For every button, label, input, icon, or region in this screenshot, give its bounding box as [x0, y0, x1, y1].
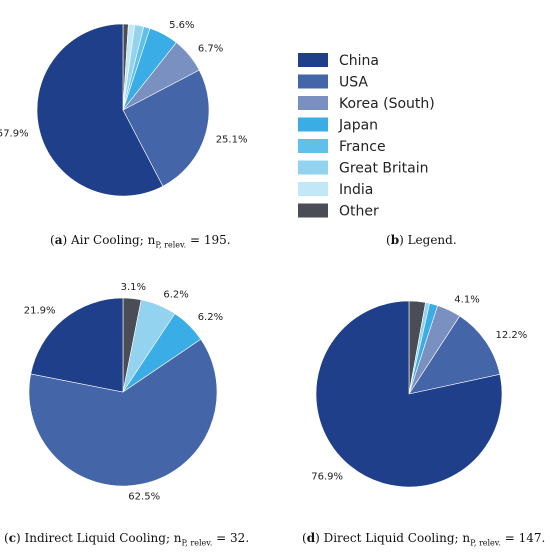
caption-c-text: Indirect Liquid Cooling; n [20, 531, 182, 545]
data-label-usa: 12.2% [496, 330, 528, 341]
caption-c: (c) Indirect Liquid Cooling; nP, relev. … [4, 531, 250, 548]
caption-d-tag: d [306, 531, 316, 545]
caption-a-text: Air Cooling; n [67, 233, 156, 247]
data-label-china: 57.9% [0, 129, 29, 140]
slice-usa [122, 69, 210, 187]
slice-usa [28, 338, 218, 487]
data-label-china: 76.9% [311, 471, 343, 482]
legend-swatch-other [298, 203, 328, 218]
legend-swatch-china [298, 53, 328, 67]
caption-b-text: Legend. [403, 233, 457, 247]
legend-label-other: Other [339, 204, 379, 220]
legend-label-japan: Japan [338, 118, 378, 134]
slice-china [36, 23, 164, 197]
data-label-korea-south: 4.1% [454, 295, 479, 306]
data-label-japan: 6.2% [198, 312, 223, 323]
legend-label-usa: USA [339, 75, 368, 91]
pie-chart-indirect-liquid-cooling: 3.1% 6.2% 6.2% 62.5% 21.9% [24, 282, 223, 503]
caption-a-tag: a [54, 233, 63, 247]
legend-label-korea-south: Korea (South) [339, 96, 435, 112]
slice-china [30, 297, 124, 393]
caption-c-sub: P, relev. [181, 538, 213, 548]
legend-label-france: France [339, 139, 386, 155]
caption-a-tail: = 195. [186, 233, 231, 247]
caption-b-tag: b [390, 233, 400, 247]
caption-b: (b) Legend. [386, 233, 457, 247]
legend-swatch-japan [298, 117, 328, 132]
data-label-japan: 5.6% [169, 20, 194, 31]
data-label-usa: 25.1% [216, 135, 248, 146]
slice-china [315, 300, 503, 488]
data-label-other: 3.1% [121, 282, 146, 293]
caption-d-tail: = 147. [500, 531, 546, 545]
legend-label-great-britain: Great Britain [339, 161, 429, 177]
data-label-usa: 62.5% [128, 492, 160, 503]
slice-usa [408, 315, 501, 395]
data-label-great-britain: 6.2% [163, 289, 188, 300]
caption-c-tail: = 32. [212, 531, 250, 545]
legend-swatch-usa [298, 74, 328, 89]
caption-a: (a) Air Cooling; nP, relev. = 195. [50, 233, 231, 250]
legend: China USA Korea (South) Japan France Great Br… [298, 53, 435, 220]
legend-label-china: China [339, 53, 379, 69]
legend-swatch-france [298, 139, 328, 153]
caption-d: (d) Direct Liquid Cooling; nP, relev. = … [302, 531, 546, 548]
caption-d-sub: P, relev. [470, 538, 501, 548]
pie-chart-direct-liquid-cooling: 4.1% 12.2% 76.9% [311, 295, 528, 488]
data-label-korea-south: 6.7% [198, 44, 223, 55]
caption-d-text: Direct Liquid Cooling; n [319, 531, 471, 545]
data-label-china: 21.9% [24, 306, 56, 317]
legend-swatch-india [298, 182, 328, 196]
pie-chart-air-cooling: 5.6% 6.7% 25.1% 57.9% [0, 20, 248, 197]
legend-label-india: India [339, 182, 373, 198]
caption-a-sub: P, relev. [155, 240, 187, 250]
caption-c-tag: c [8, 531, 16, 545]
legend-swatch-great-britain [298, 160, 328, 175]
legend-swatch-korea-south [298, 96, 328, 110]
